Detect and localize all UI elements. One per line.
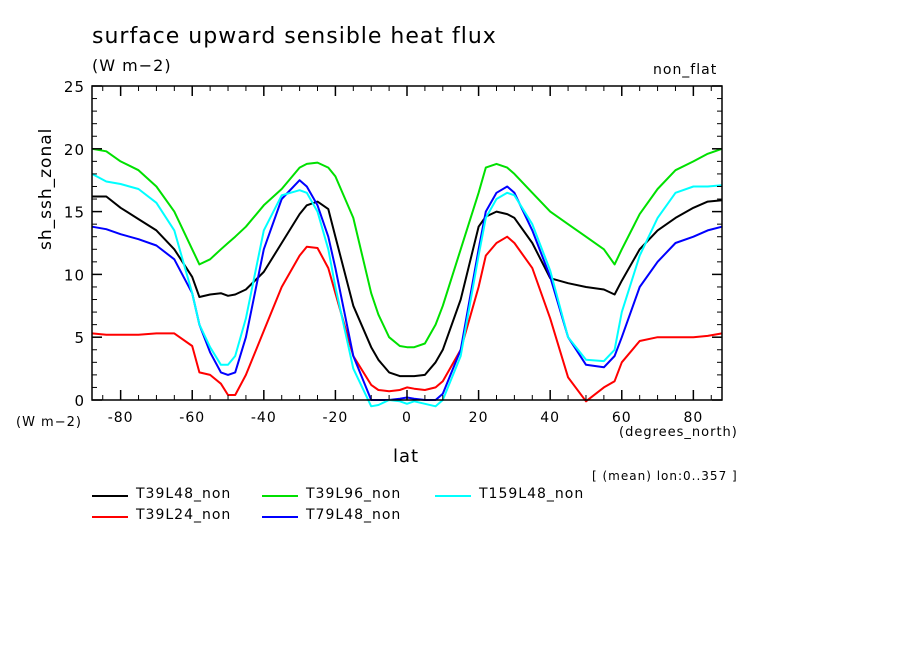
legend-swatch (435, 495, 471, 497)
series-line-t159l48_non (91, 173, 723, 408)
legend-swatch (92, 516, 128, 518)
y-tick-label: 10 (64, 266, 85, 284)
y-axis-unit: (W m−2) (16, 415, 82, 430)
chart-title: surface upward sensible heat flux (92, 24, 497, 49)
legend-label: T79L48_non (306, 507, 402, 523)
x-axis-label: lat (393, 446, 420, 467)
series-line-t39l48_non (92, 195, 723, 378)
x-tick-label: 20 (469, 410, 489, 426)
legend-swatch (92, 495, 128, 497)
legend-swatch (262, 495, 298, 497)
legend-label: T39L48_non (136, 486, 232, 502)
chart-subtitle: (W m−2) (92, 56, 172, 75)
legend-swatch (262, 516, 298, 518)
y-tick-label: 20 (64, 141, 85, 159)
series-line-t39l96_non (91, 147, 723, 349)
y-tick-label: 5 (74, 329, 85, 347)
legend-label: T39L24_non (136, 507, 232, 523)
legend-label: T39L96_non (306, 486, 402, 502)
series-line-t39l24_non (91, 235, 723, 403)
averaging-note: [ (mean) lon:0..357 ] (592, 469, 738, 483)
plot-frame (91, 85, 723, 401)
x-tick-label: -80 (108, 410, 134, 426)
x-axis-unit: (degrees_north) (619, 425, 738, 440)
x-tick-label: -20 (322, 410, 348, 426)
x-tick-label: -60 (179, 410, 205, 426)
y-tick-label: 25 (64, 78, 85, 96)
x-tick-label: 80 (683, 410, 703, 426)
x-tick-label: -40 (251, 410, 277, 426)
chart-tag: non_flat (653, 62, 718, 78)
x-tick-label: 40 (540, 410, 560, 426)
legend-label: T159L48_non (479, 486, 585, 502)
x-tick-label: 0 (402, 410, 412, 426)
y-tick-label: 15 (64, 204, 85, 222)
x-tick-label: 60 (612, 410, 632, 426)
y-tick-label: 0 (74, 392, 85, 410)
series-line-t79l48_non (91, 179, 723, 401)
